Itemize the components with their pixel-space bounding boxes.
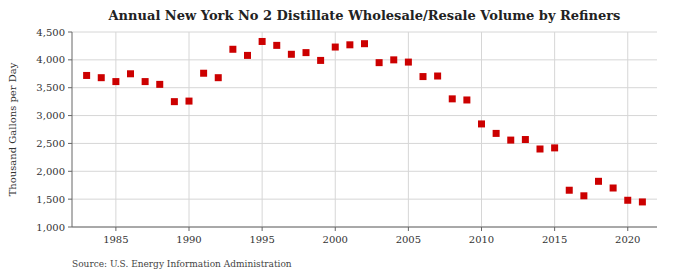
y-tick [68,87,72,88]
point [332,44,339,51]
x-tick [189,227,190,231]
x-tick [115,227,116,231]
y-tick [68,115,72,116]
point [112,78,119,85]
point [259,38,266,45]
point [244,52,251,59]
y-tick [68,143,72,144]
title: Annual New York No 2 Distillate Wholesal… [108,8,621,23]
y-tick [68,32,72,33]
point [493,130,500,137]
x-tick-label: 1990 [176,234,201,245]
x-grid-line [115,32,116,227]
point [346,41,353,48]
x-tick [627,227,628,231]
point [142,78,149,85]
point [449,95,456,102]
point [522,136,529,143]
point [434,73,441,80]
point [83,72,90,79]
y-axis-label: Thousand Gallons per Day [7,62,18,196]
x-tick [408,227,409,231]
y-grid-line [72,115,657,116]
y-grid-line [72,227,657,228]
chart: Annual New York No 2 Distillate Wholesal… [0,0,675,275]
point [624,197,631,204]
x-tick [335,227,336,231]
x-tick-label: 2005 [396,234,421,245]
y-axis [72,32,73,227]
x-tick-label: 2020 [615,234,640,245]
x-grid-line [335,32,336,227]
y-tick-label: 2,000 [36,166,65,177]
y-tick [68,59,72,60]
point [580,192,587,199]
point [215,74,222,81]
point [390,56,397,63]
x-tick-label: 2000 [323,234,348,245]
x-tick-label: 2015 [542,234,567,245]
points [83,38,646,205]
y-grid-line [72,32,657,33]
point [98,74,105,81]
point [273,42,280,49]
y-tick-label: 4,000 [36,54,65,65]
y-tick [68,227,72,228]
point [595,178,602,185]
y-tick-label: 1,500 [36,194,65,205]
y-grid-line [72,143,657,144]
point [463,96,470,103]
x-tick-label: 1985 [103,234,128,245]
annotation: Source: U.S. Energy Information Administ… [72,259,292,269]
point [317,57,324,64]
x-grid-line [554,32,555,227]
point [639,198,646,205]
point [566,187,573,194]
x-tick [262,227,263,231]
point [186,98,193,105]
point [507,137,514,144]
point [478,120,485,127]
point [537,146,544,153]
point [551,144,558,151]
x-tick [481,227,482,231]
y-tick-label: 3,500 [36,82,65,93]
point [303,49,310,56]
point [610,185,617,192]
point [420,73,427,80]
y-tick-label: 4,500 [36,27,65,38]
point [200,70,207,77]
x-tick [554,227,555,231]
point [376,59,383,66]
point [229,46,236,53]
x-grid-line [189,32,190,227]
point [288,51,295,58]
x-tick-label: 2010 [469,234,494,245]
point [171,98,178,105]
y-tick-label: 2,500 [36,138,65,149]
point [361,40,368,47]
x-grid-line [481,32,482,227]
y-tick-label: 1,000 [36,222,65,233]
grid [72,32,657,227]
point [405,59,412,66]
y-grid-line [72,199,657,200]
x-axis [72,227,657,228]
y-tick [68,171,72,172]
point [156,81,163,88]
x-grid-line [262,32,263,227]
y-grid-line [72,171,657,172]
y-tick [68,199,72,200]
y-grid-line [72,59,657,60]
point [127,70,134,77]
x-tick-label: 1995 [249,234,274,245]
y-tick-label: 3,000 [36,110,65,121]
